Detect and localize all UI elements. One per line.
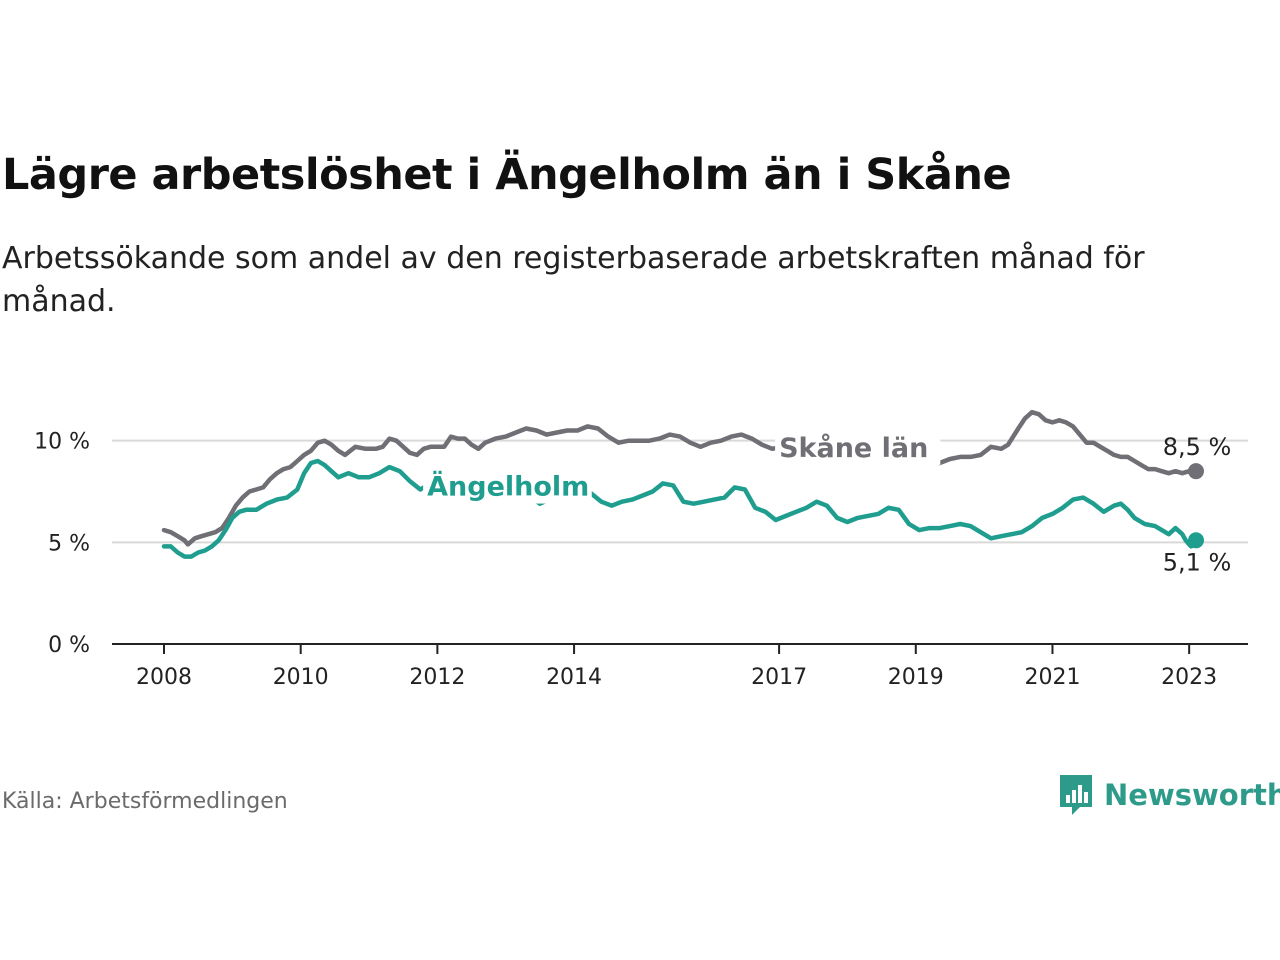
x-tick-label: 2023 — [1161, 665, 1217, 690]
x-tick-label: 2017 — [751, 665, 807, 690]
label-halo-skane — [775, 430, 941, 465]
y-axis-ticks: 0 % 5 % 10 % — [34, 430, 90, 658]
y-tick-label: 0 % — [48, 633, 90, 658]
source-note: Källa: Arbetsförmedlingen — [2, 789, 288, 814]
x-tick-label: 2014 — [546, 665, 602, 690]
series-label-angelholm: Ängelholm — [427, 471, 589, 503]
x-axis: 2008 2010 2012 2014 2017 2019 2021 2023 — [112, 643, 1248, 690]
brand-name: Newsworthy — [1104, 778, 1280, 812]
end-point-skane — [1188, 463, 1204, 480]
series-line-skane — [161, 409, 1199, 547]
x-tick-label: 2021 — [1024, 665, 1080, 690]
y-tick-label: 5 % — [48, 531, 90, 556]
x-tick-label: 2008 — [136, 665, 192, 690]
newsworthy-logo-icon — [1060, 775, 1092, 815]
chart-subtitle: Arbetssökande som andel av den registerb… — [2, 241, 1145, 319]
chart-title: Lägre arbetslöshet i Ängelholm än i Skån… — [2, 150, 1012, 200]
x-tick-label: 2010 — [273, 665, 329, 690]
chart-labels: 8,5 % Skåne län 5,1 % Ängelholm — [423, 430, 1232, 576]
end-label-skane: 8,5 % — [1163, 433, 1232, 461]
series-line-angelholm — [161, 458, 1199, 559]
end-label-angelholm: 5,1 % — [1163, 548, 1232, 576]
series-lines — [161, 409, 1199, 559]
series-label-skane: Skåne län — [779, 432, 928, 464]
grid-lines — [112, 439, 1248, 544]
y-tick-label: 10 % — [34, 430, 90, 455]
line-chart: 0 %5 %10 % 2008 2010 2012 2014 2017 2019 2021 2… — [34, 409, 1248, 690]
end-point-angelholm — [1188, 532, 1204, 549]
brand-logo[interactable]: Newsworthy — [1058, 773, 1280, 817]
x-tick-label: 2019 — [888, 665, 944, 690]
x-tick-label: 2012 — [409, 665, 465, 690]
label-halo-angelholm — [423, 469, 592, 504]
